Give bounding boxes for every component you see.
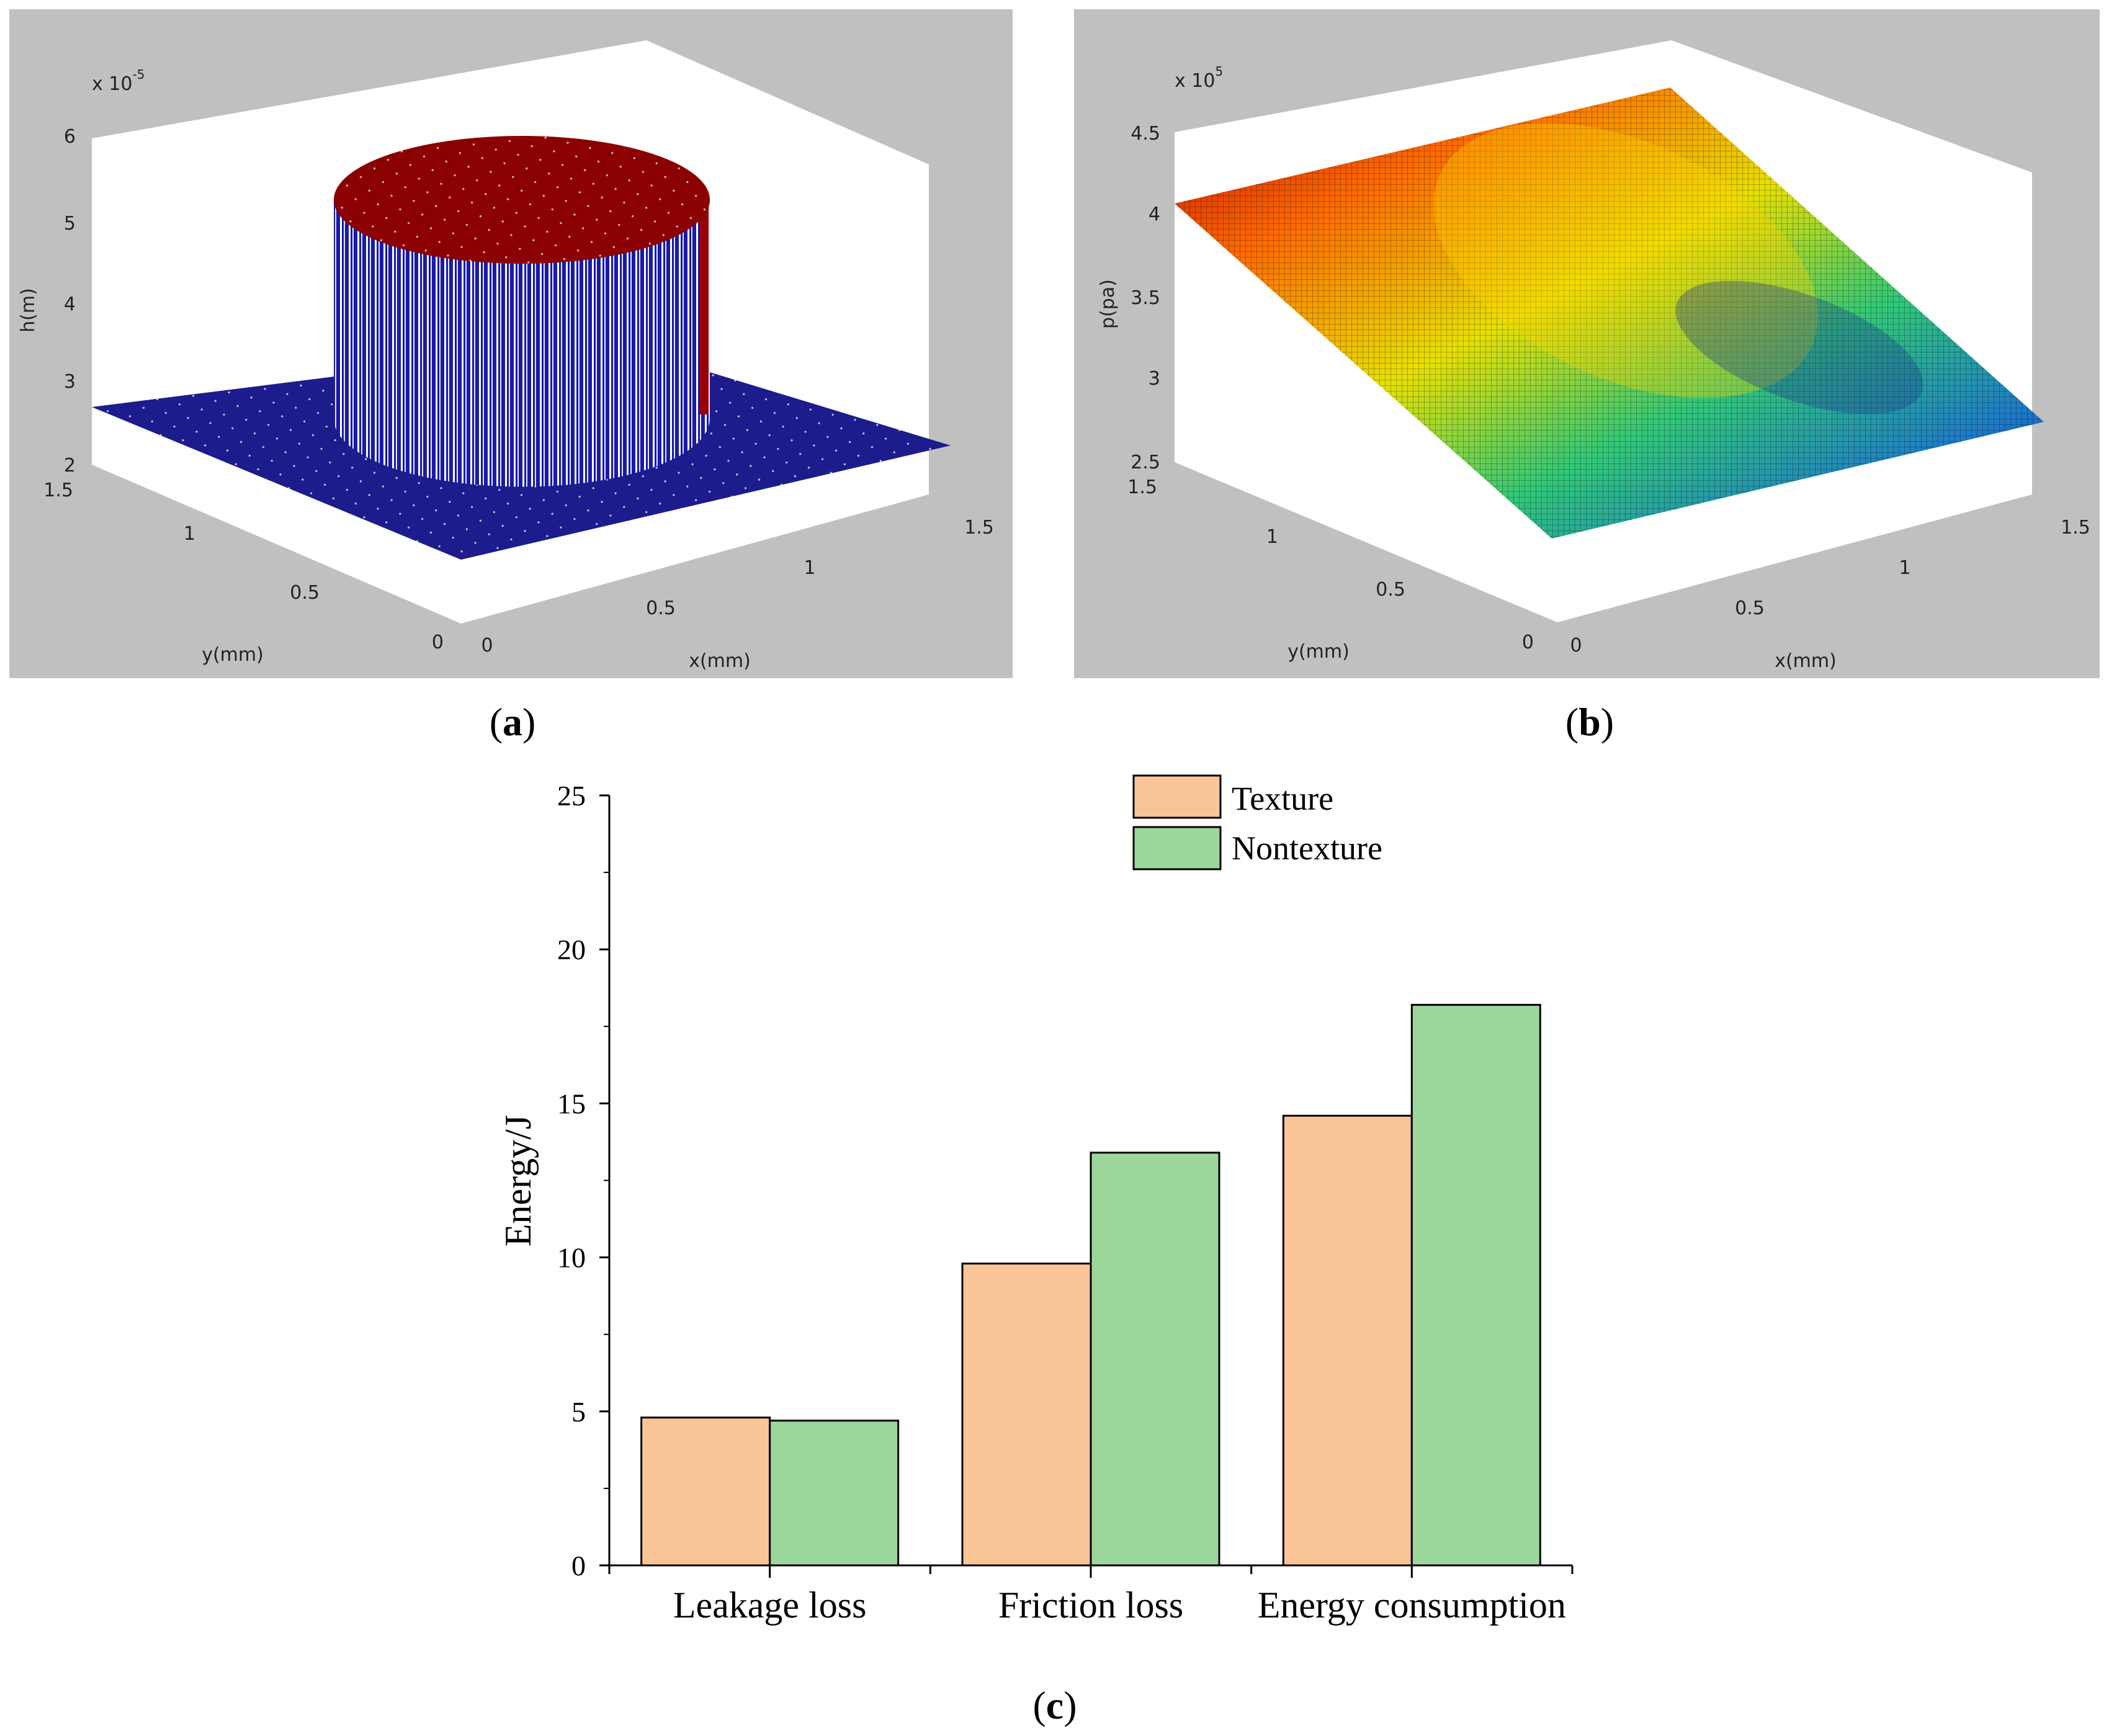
panel-b-z-tick: 3.5: [1131, 287, 1160, 309]
bar-texture: [640, 1416, 771, 1567]
bar-nontexture: [1410, 1004, 1541, 1567]
panel-a-x-ticks: 0 0.5 1 1.5: [481, 517, 993, 656]
panel-a-x-tick: 0: [481, 635, 493, 656]
panel-a-y-tick: 0: [432, 632, 444, 653]
panel-b-z-tick: 2.5: [1131, 452, 1160, 473]
panel-b-z-exponent: x 105: [1175, 64, 1223, 92]
legend: Texture Nontexture: [1132, 774, 1382, 870]
panel-a-z-ticks: 6 5 4 3 2: [64, 126, 76, 477]
panel-a-x-tick: 1.5: [964, 517, 994, 539]
panel-a-y-tick: 1.5: [43, 480, 73, 501]
panel-a-z-tick: 3: [64, 371, 76, 393]
y-tick-label: 5: [571, 1396, 586, 1428]
x-tick-label: Energy consumption: [1258, 1585, 1566, 1626]
panel-b-z-tick: 4: [1149, 204, 1160, 225]
x-tick-label: Leakage loss: [673, 1585, 867, 1626]
panel-b-z-ticks: 4.5 4 3.5 3 2.5: [1131, 123, 1160, 473]
panel-a-z-tick: 2: [64, 455, 76, 477]
caption-c: (c): [1032, 1683, 1077, 1727]
y-tick-label: 25: [557, 780, 586, 812]
panel-a-y-tick: 1: [184, 523, 195, 545]
panel-b-y-ticks: 1.5 1 0.5 0: [1127, 477, 1534, 653]
panel-b-dimple-dome: [1433, 123, 1818, 398]
panel-c-bar-chart: 0 5 10 15 20 25 Leakage loss Friction loss Ener…: [498, 774, 1574, 1626]
panel-a-x-label: x(mm): [689, 650, 751, 672]
panel-b-y-tick: 1: [1266, 526, 1278, 548]
caption-a: (a): [490, 700, 536, 744]
panel-a-y-tick: 0.5: [290, 582, 320, 604]
bar-nontexture: [769, 1420, 900, 1567]
panel-a-x-tick: 1: [804, 557, 815, 579]
legend-swatch-texture: [1132, 774, 1222, 819]
panel-a-z-exponent: x 10-5: [92, 67, 145, 95]
y-tick-label: 15: [557, 1088, 586, 1119]
bar-texture: [1282, 1114, 1413, 1567]
panel-a-z-tick: 4: [64, 293, 76, 315]
panel-b-y-tick: 0: [1522, 632, 1534, 653]
panel-b-z-tick: 4.5: [1131, 123, 1160, 145]
x-axis-ticks: Leakage loss Friction loss Energy consumpt…: [608, 1565, 1574, 1626]
panel-a-y-ticks: 1.5 1 0.5 0: [43, 480, 444, 653]
panel-b-x-tick: 1: [1899, 557, 1910, 579]
bars: [640, 1004, 1541, 1567]
panel-a-z-tick: 5: [64, 213, 76, 235]
y-tick-label: 0: [571, 1550, 586, 1582]
panel-b-z-label: p(pa): [1097, 279, 1119, 329]
y-tick-label: 20: [557, 934, 586, 965]
panel-a-z-label: h(m): [17, 288, 39, 333]
panel-b-x-tick: 0.5: [1735, 597, 1765, 619]
panel-b-x-label: x(mm): [1775, 650, 1837, 672]
panel-b-z-tick: 3: [1149, 368, 1160, 390]
panel-a: 6 5 4 3 2 x 10-5 h(m) 1.5 1 0.5 0 y(mm) …: [9, 9, 1013, 678]
panel-b-x-tick: 0: [1570, 635, 1582, 656]
caption-b: (b): [1565, 700, 1614, 744]
y-axis-ticks: 0 5 10 15 20 25: [557, 780, 609, 1582]
panel-a-dimple-wall: [334, 200, 710, 487]
panel-b-y-tick: 0.5: [1376, 579, 1405, 601]
panel-a-y-label: y(mm): [202, 644, 264, 666]
panel-b-x-tick: 1.5: [2061, 517, 2090, 539]
x-tick-label: Friction loss: [998, 1585, 1183, 1626]
panel-b-x-ticks: 0 0.5 1 1.5: [1570, 517, 2090, 656]
panel-b-y-tick: 1.5: [1127, 477, 1157, 498]
y-axis-label: Energy/J: [498, 1115, 539, 1246]
legend-label-texture: Texture: [1232, 780, 1333, 817]
panel-a-z-tick: 6: [64, 126, 76, 148]
panel-b: 4.5 4 3.5 3 2.5 x 105 p(pa) 1.5 1 0.5 0 …: [1074, 9, 2100, 678]
panel-b-y-label: y(mm): [1287, 641, 1350, 663]
y-tick-label: 10: [557, 1242, 586, 1274]
bar-texture: [961, 1263, 1092, 1567]
panel-a-x-tick: 0.5: [646, 597, 676, 619]
bar-nontexture: [1090, 1152, 1220, 1567]
legend-label-nontexture: Nontexture: [1232, 830, 1382, 867]
legend-swatch-nontexture: [1132, 826, 1222, 870]
